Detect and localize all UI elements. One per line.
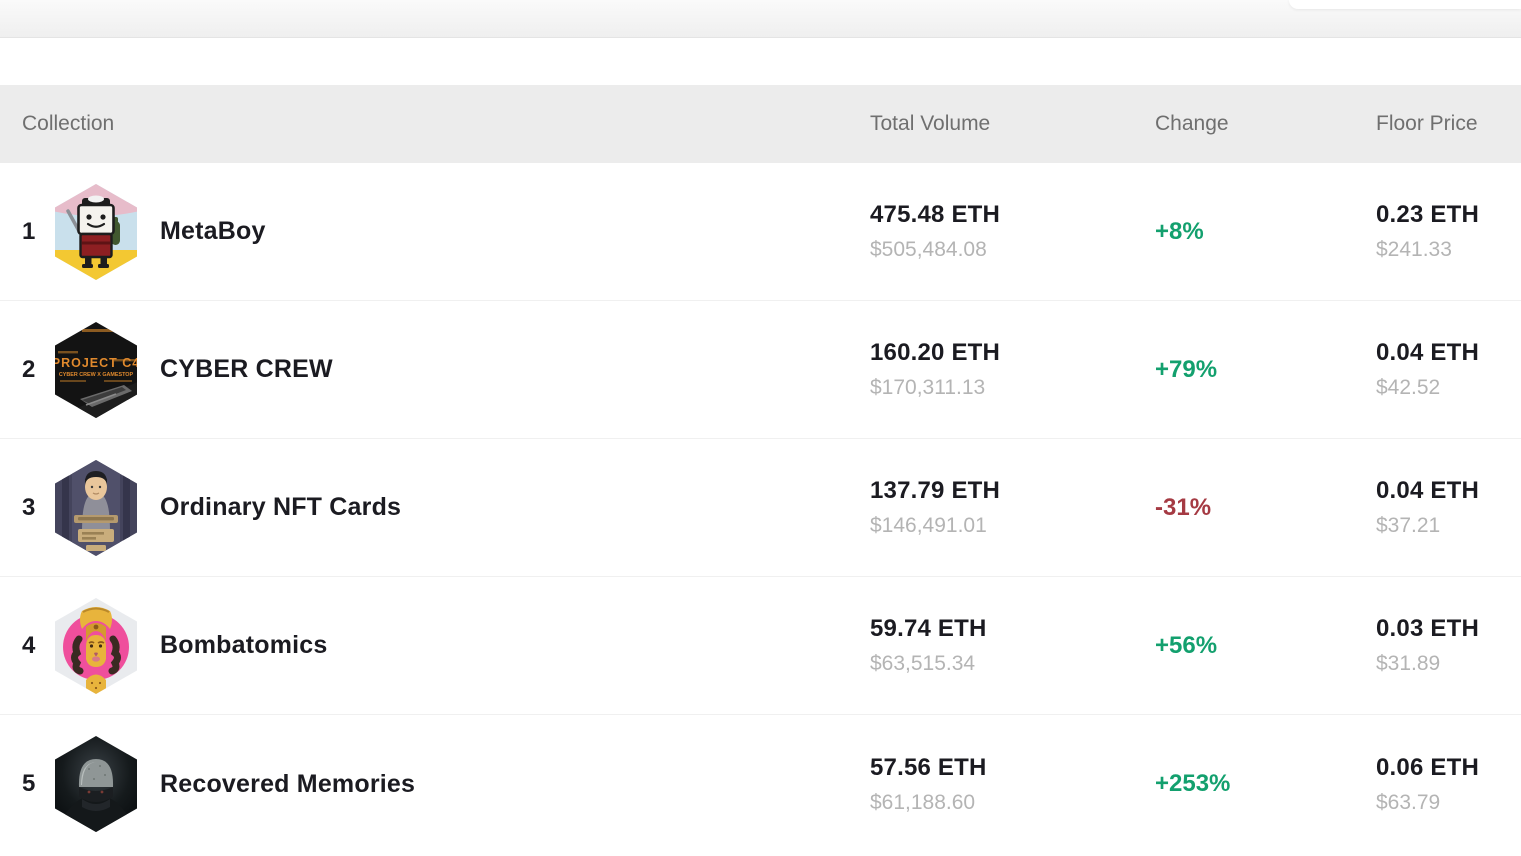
recovered-memories-collection-icon xyxy=(52,735,140,833)
floor-price-usd: $241.33 xyxy=(1376,238,1452,261)
change-percent: -31% xyxy=(1155,493,1212,521)
collection-name[interactable]: Ordinary NFT Cards xyxy=(160,493,402,521)
floor-price-eth: 0.03 ETH xyxy=(1376,615,1479,642)
floor-price-usd: $63.79 xyxy=(1376,790,1441,814)
floor-price-usd: $31.89 xyxy=(1376,652,1441,675)
table-row[interactable]: 2 PROJECT C4 CYBER CREW X GAMESTOP CYBER… xyxy=(0,301,1521,439)
rank-number: 4 xyxy=(22,631,36,659)
floor-price-usd: $42.52 xyxy=(1376,376,1441,399)
collection-name[interactable]: CYBER CREW xyxy=(160,355,333,383)
change-percent: +79% xyxy=(1155,355,1218,383)
total-volume-usd: $63,515.34 xyxy=(870,652,976,675)
rank-number: 5 xyxy=(22,770,36,797)
total-volume-eth: 137.79 ETH xyxy=(870,477,1001,504)
total-volume-usd: $61,188.60 xyxy=(870,790,976,814)
total-volume-usd: $170,311.13 xyxy=(870,376,986,399)
svg-text:CYBER CREW X GAMESTOP: CYBER CREW X GAMESTOP xyxy=(59,372,134,378)
total-volume-eth: 475.48 ETH xyxy=(870,201,1001,228)
svg-text:PROJECT C4: PROJECT C4 xyxy=(52,356,140,370)
table-row[interactable]: 5 Recovered Memories 57.56 ETH $61,188.6… xyxy=(0,715,1521,853)
total-volume-eth: 57.56 ETH xyxy=(870,753,987,781)
collection-name[interactable]: MetaBoy xyxy=(160,217,266,245)
collection-name[interactable]: Bombatomics xyxy=(160,631,328,659)
floor-price-usd: $37.21 xyxy=(1376,514,1441,537)
change-percent: +56% xyxy=(1155,631,1218,659)
total-volume-usd: $146,491.01 xyxy=(870,514,987,537)
floor-price-eth: 0.04 ETH xyxy=(1376,339,1479,366)
table-body: 1 MetaBoy 475.48 ETH $505,484.0 xyxy=(0,163,1521,853)
change-percent: +253% xyxy=(1155,770,1231,797)
rank-number: 1 xyxy=(22,217,36,245)
cyber-crew-collection-icon: PROJECT C4 CYBER CREW X GAMESTOP xyxy=(52,321,140,419)
floor-price-eth: 0.23 ETH xyxy=(1376,201,1479,228)
top-right-panel-edge xyxy=(1289,0,1521,9)
collection-name[interactable]: Recovered Memories xyxy=(160,769,416,798)
collection-column-header: Collection xyxy=(22,112,115,135)
rank-number: 3 xyxy=(22,493,36,521)
rank-number: 2 xyxy=(22,355,36,383)
table-row[interactable]: 1 MetaBoy 475.48 ETH $505,484.0 xyxy=(0,163,1521,301)
total-volume-usd: $505,484.08 xyxy=(870,238,987,261)
table-header-row: Collection Total Volume Change Floor Pri… xyxy=(0,85,1521,163)
floor-price-eth: 0.06 ETH xyxy=(1376,753,1479,781)
table-row[interactable]: 3 Ordinary NFT Cards 137.79 ETH $146,4 xyxy=(0,439,1521,577)
change-column-header: Change xyxy=(1155,112,1229,135)
table-row[interactable]: 4 Bombatomics 59.74 ETH $63,515.34 xyxy=(0,577,1521,715)
ordinary-nft-cards-collection-icon xyxy=(52,459,140,557)
header-gap xyxy=(0,38,1521,85)
bombatomics-collection-icon xyxy=(52,597,140,695)
floor-price-column-header: Floor Price xyxy=(1376,112,1478,135)
total-volume-column-header: Total Volume xyxy=(870,112,991,135)
total-volume-eth: 160.20 ETH xyxy=(870,339,1001,366)
collections-ranking-table: Collection Total Volume Change Floor Pri… xyxy=(0,85,1521,853)
top-bar xyxy=(0,0,1521,38)
metaboy-collection-icon xyxy=(52,183,140,281)
change-percent: +8% xyxy=(1155,217,1204,245)
floor-price-eth: 0.04 ETH xyxy=(1376,477,1479,504)
total-volume-eth: 59.74 ETH xyxy=(870,615,987,642)
